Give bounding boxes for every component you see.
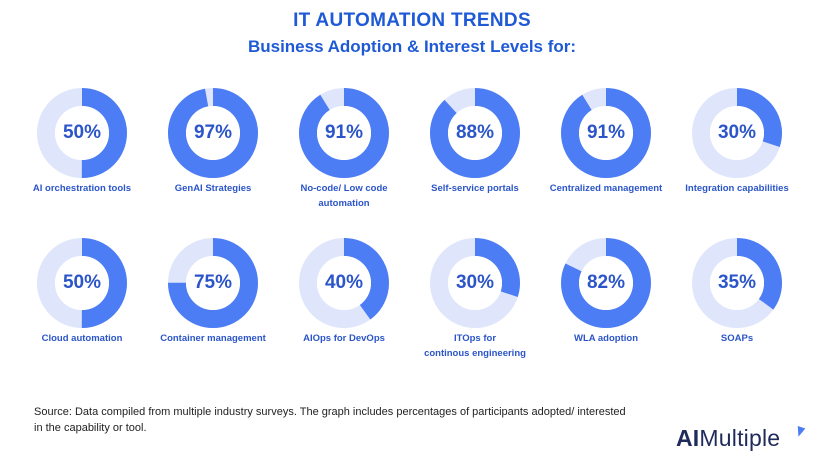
donut-category-label: AI orchestration tools	[32, 183, 132, 194]
donut-value-arc	[561, 238, 651, 328]
donut-hole	[55, 256, 109, 310]
donut-value-label: 97%	[193, 122, 233, 143]
donut-chart	[561, 238, 651, 328]
donut-chart	[37, 88, 127, 178]
donut-hole	[186, 256, 240, 310]
donut-item: 30% Integration capabilities	[667, 88, 807, 238]
donut-category-label: Integration capabilities	[685, 183, 789, 194]
donut-item: 50% AI orchestration tools	[12, 88, 152, 238]
donut-value-arc	[37, 238, 127, 328]
donut-chart	[37, 238, 127, 328]
donut-value-label: 82%	[586, 272, 626, 293]
donut-category-label: Self-service portals	[431, 183, 519, 194]
donut-category-label: GenAI Strategies	[174, 183, 252, 194]
donut-item: 50% Cloud automation	[12, 238, 152, 388]
donut-value-label: 50%	[62, 122, 102, 143]
donut-value-label: 30%	[455, 272, 495, 293]
donut-hole	[186, 106, 240, 160]
donut-value-arc	[37, 88, 127, 178]
donut-hole	[579, 256, 633, 310]
donut-chart	[299, 88, 389, 178]
donut-category-label: WLA adoption	[573, 333, 639, 344]
donut-category-label: No-code/ Low code automation	[300, 183, 388, 209]
donut-hole	[448, 106, 502, 160]
donut-value-label: 30%	[717, 122, 757, 143]
donut-category-label: Container management	[160, 333, 266, 344]
donut-value-label: 91%	[324, 122, 364, 143]
donut-value-label: 35%	[717, 272, 757, 293]
brand-ai: AI	[676, 425, 700, 451]
donut-value-arc	[430, 88, 520, 178]
donut-item: 35% SOAPs	[667, 238, 807, 388]
donut-item: 82% WLA adoption	[536, 238, 676, 388]
donut-chart	[692, 88, 782, 178]
brand-logo: AIMultiple	[676, 425, 780, 452]
donut-chart	[430, 238, 520, 328]
donut-hole	[448, 256, 502, 310]
donut-hole	[579, 106, 633, 160]
brand-mark-icon	[794, 426, 806, 438]
donut-item: 91% No-code/ Low code automation	[274, 88, 414, 238]
donut-value-arc	[168, 238, 258, 328]
source-note: Source: Data compiled from multiple indu…	[34, 406, 626, 434]
donut-value-arc	[692, 88, 782, 178]
donut-value-label: 88%	[455, 122, 495, 143]
donut-category-label: AIOps for DevOps	[303, 333, 385, 344]
donut-chart	[430, 88, 520, 178]
donut-item: 88% Self-service portals	[405, 88, 545, 238]
donut-item: 30% ITOps for continous engineering	[405, 238, 545, 388]
donut-value-arc	[692, 238, 782, 328]
donut-chart	[299, 238, 389, 328]
donut-hole	[317, 106, 371, 160]
donut-hole	[317, 256, 371, 310]
brand-rest: Multiple	[699, 425, 781, 451]
donut-chart	[692, 238, 782, 328]
donut-category-label: SOAPs	[720, 333, 754, 344]
donut-value-label: 50%	[62, 272, 102, 293]
donut-item: 75% Container management	[143, 238, 283, 388]
donut-value-arc	[430, 238, 520, 328]
donut-value-arc	[299, 88, 389, 178]
donut-category-label: Cloud automation	[41, 333, 123, 344]
donut-value-label: 91%	[586, 122, 626, 143]
donut-item: 97% GenAI Strategies	[143, 88, 283, 238]
donut-grid: 50% AI orchestration tools 97% GenAI Strate…	[12, 88, 807, 359]
donut-hole	[710, 256, 764, 310]
chart-subtitle: Business Adoption & Interest Levels for:	[247, 37, 577, 56]
donut-value-arc	[561, 88, 651, 178]
chart-title: IT AUTOMATION TRENDS	[293, 10, 531, 31]
donut-hole	[55, 106, 109, 160]
donut-value-arc	[299, 238, 389, 328]
donut-chart	[168, 88, 258, 178]
donut-value-label: 40%	[324, 272, 364, 293]
donut-value-label: 75%	[193, 272, 233, 293]
donut-item: 91% Centralized management	[536, 88, 676, 238]
donut-item: 40% AIOps for DevOps	[274, 238, 414, 388]
donut-category-label: Centralized management	[549, 183, 663, 194]
donut-chart	[561, 88, 651, 178]
donut-value-arc	[168, 88, 258, 178]
donut-category-label: ITOps for continous engineering	[424, 333, 526, 359]
donut-hole	[710, 106, 764, 160]
donut-chart	[168, 238, 258, 328]
